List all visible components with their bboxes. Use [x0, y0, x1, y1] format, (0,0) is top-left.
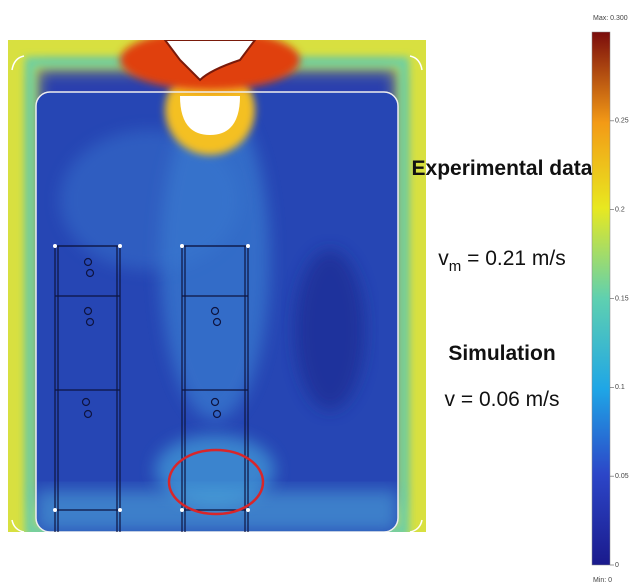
- tick-label: 0.25: [615, 118, 629, 125]
- simulation-value: v = 0.06 m/s: [445, 388, 560, 411]
- tick-label: 0.15: [615, 295, 629, 302]
- colorbar-gradient: [592, 32, 610, 565]
- experimental-title-text: Experimental data: [412, 157, 593, 180]
- figure: Experimental data vm = 0.21 m/s Simulati…: [0, 0, 635, 588]
- symbol: v: [438, 247, 449, 270]
- subscript: m: [449, 258, 462, 275]
- value-text: = 0.21 m/s: [461, 247, 565, 270]
- simulation-title: Simulation: [448, 342, 555, 365]
- max-label: Max: 0.300: [593, 15, 628, 22]
- experimental-title: Experimental data: [412, 157, 593, 180]
- tick-label: 0.2: [615, 207, 625, 214]
- annotation: Experimental data vm = 0.21 m/s Simulati…: [412, 157, 593, 411]
- tick-label: 0.05: [615, 473, 629, 480]
- min-label: Min: 0: [593, 577, 612, 584]
- tick-label: 0: [615, 562, 619, 569]
- tick-label: 0.1: [615, 384, 625, 391]
- simulation-field: [8, 30, 426, 536]
- experimental-value: vm = 0.21 m/s: [438, 247, 565, 275]
